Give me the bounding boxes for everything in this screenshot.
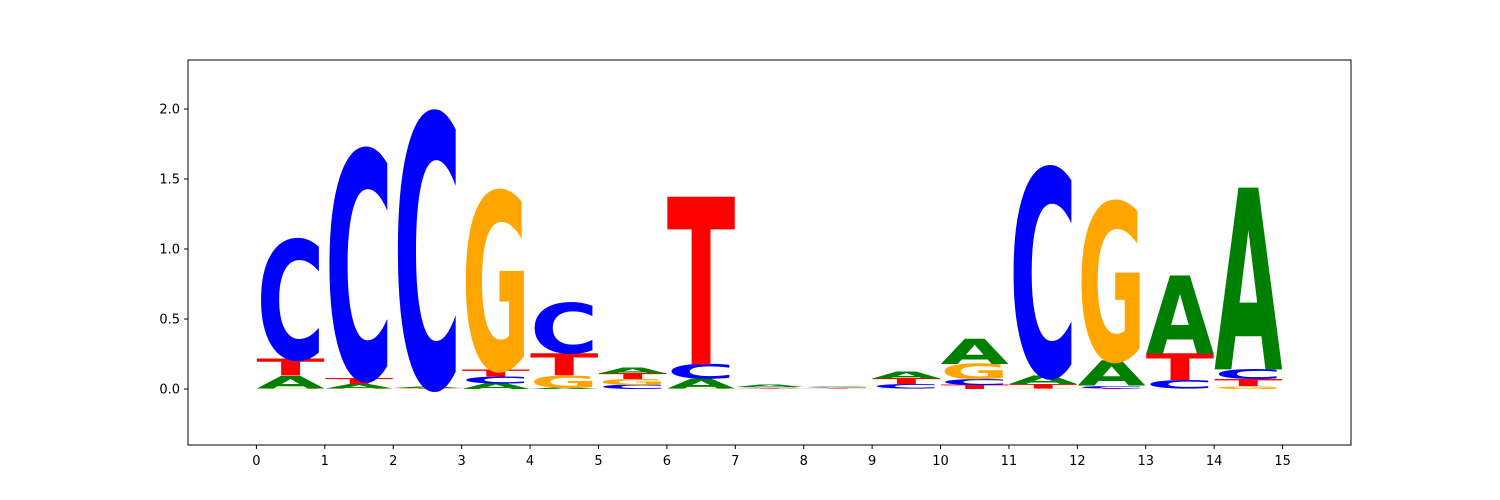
logo-letter-G: G — [1146, 388, 1214, 389]
logo-letter-G: G — [530, 372, 598, 392]
x-tick-label: 7 — [731, 454, 739, 469]
logo-letter-A: A — [325, 383, 394, 390]
logo-letter-C: C — [804, 386, 872, 387]
logo-letter-G: G — [462, 143, 530, 427]
logo-letter-C: C — [872, 383, 940, 390]
logo-letter-C: C — [393, 41, 461, 476]
logo-letter-A: A — [256, 373, 324, 393]
y-tick-label: 0.0 — [159, 383, 180, 398]
logo-letter-G: G — [667, 388, 735, 389]
logo-letter-T: T — [256, 355, 325, 382]
x-tick-label: 15 — [1274, 454, 1291, 469]
logo-letter-A: A — [735, 383, 804, 387]
logo-letter-T: T — [1146, 346, 1215, 389]
logo-letter-G: G — [393, 388, 461, 389]
x-tick-label: 0 — [252, 454, 260, 469]
logo-letter-A: A — [667, 376, 736, 392]
logo-letter-G: G — [1214, 385, 1282, 389]
logo-letter-G: G — [1009, 388, 1077, 389]
logo-letter-A: A — [462, 382, 531, 391]
logo-letter-G: G — [1077, 160, 1145, 412]
logo-letter-T: T — [462, 368, 531, 379]
logo-letter-C: C — [530, 290, 598, 370]
logo-letter-T: T — [325, 377, 394, 386]
logo-letter-G: G — [872, 388, 940, 389]
logo-letter-C: C — [462, 374, 530, 385]
logo-letter-G: G — [598, 378, 666, 387]
logo-letter-A: A — [804, 385, 873, 386]
logo-letter-T: T — [872, 377, 941, 386]
logo-letter-C: C — [1214, 367, 1282, 383]
logo-letter-A: A — [1146, 255, 1214, 379]
logo-letter-T: T — [598, 372, 667, 381]
y-tick-label: 1.5 — [159, 173, 180, 188]
logo-letter-C: C — [1009, 112, 1077, 443]
x-tick-label: 4 — [526, 454, 534, 469]
logo-letter-C: C — [256, 209, 324, 398]
logo-letter-T: T — [941, 384, 1010, 391]
logo-letter-T: T — [1009, 383, 1078, 390]
logo-letter-A: A — [941, 332, 1009, 372]
x-tick-label: 10 — [932, 454, 949, 469]
logo-letter-T: T — [735, 387, 803, 388]
logo-letter-T: T — [804, 388, 872, 389]
x-tick-label: 1 — [321, 454, 329, 469]
y-tick-label: 2.0 — [159, 103, 180, 118]
logo-letter-G: G — [804, 387, 872, 388]
plot-frame — [187, 59, 1352, 446]
x-tick-label: 6 — [663, 454, 671, 469]
logo-letter-A: A — [1214, 139, 1282, 430]
logo-letter-C: C — [667, 361, 735, 383]
logo-letter-G: G — [325, 388, 393, 389]
x-tick-label: 3 — [458, 454, 466, 469]
x-tick-label: 13 — [1137, 454, 1154, 469]
logo-letter-C: C — [1077, 385, 1145, 389]
logo-letter-G: G — [256, 388, 324, 389]
logo-letter-A: A — [598, 367, 667, 376]
logo-letter-C: C — [941, 378, 1009, 387]
x-axis: 0 1 2 3 4 5 6 7 8 9 10 11 12 13 14 15 — [252, 445, 1291, 469]
logo-letter-A: A — [1077, 354, 1145, 394]
x-tick-label: 14 — [1206, 454, 1223, 469]
y-tick-label: 0.5 — [159, 313, 180, 328]
x-tick-label: 11 — [1001, 454, 1018, 469]
logo-letter-G: G — [735, 388, 803, 389]
x-tick-label: 9 — [868, 454, 876, 469]
y-axis: 0.0 0.5 1.0 1.5 2.0 — [159, 103, 188, 398]
logo-letter-T: T — [1077, 388, 1145, 389]
logo-letter-G: G — [941, 360, 1009, 384]
x-tick-label: 5 — [594, 454, 602, 469]
logo-letter-A: A — [530, 388, 599, 390]
logo-letter-T: T — [530, 347, 599, 383]
logo-letter-T: T — [393, 388, 461, 389]
logo-letter-C: C — [735, 387, 803, 388]
logo-letter-T: T — [1214, 377, 1283, 388]
x-tick-label: 8 — [800, 454, 808, 469]
logo-letter-A: A — [872, 370, 941, 381]
logo-letter-C: C — [325, 90, 393, 453]
logo-letter-A: A — [393, 386, 462, 388]
x-tick-label: 12 — [1069, 454, 1086, 469]
x-tick-label: 2 — [389, 454, 397, 469]
y-tick-label: 1.0 — [159, 243, 180, 258]
logo-letter-T: T — [667, 151, 735, 419]
logo-letter-C: C — [1146, 378, 1214, 392]
logo-letter-C: C — [598, 384, 666, 391]
logo-letter-A: A — [1009, 374, 1078, 387]
